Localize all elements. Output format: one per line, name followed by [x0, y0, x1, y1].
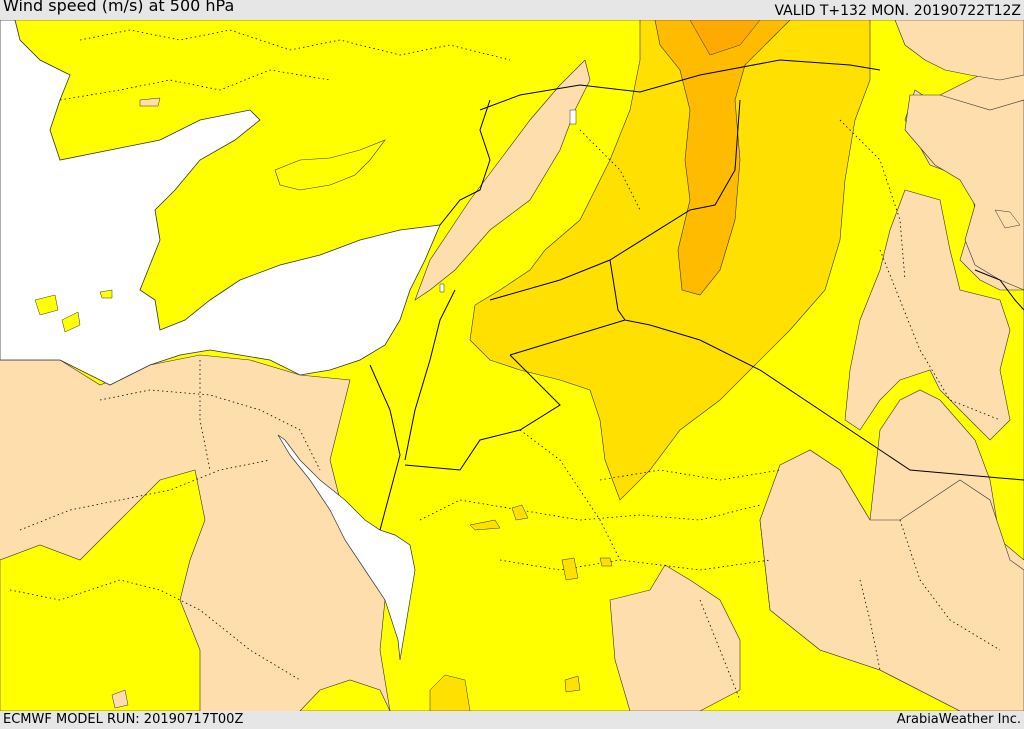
- cyprus: [274, 139, 386, 191]
- wind-patch-sw: [0, 469, 206, 711]
- header-bar: Wind speed (m/s) at 500 hPa VALID T+132 …: [0, 0, 1024, 20]
- calm-zone-east: [904, 94, 1024, 291]
- small-wind-patches: [429, 504, 613, 711]
- wind-patch-sw-2: [299, 679, 391, 711]
- valid-time: VALID T+132 MON. 20190722T12Z: [774, 3, 1021, 19]
- calm-zone-east-2: [844, 189, 1011, 441]
- credit: ArabiaWeather Inc.: [896, 712, 1021, 727]
- wind-speed-map: [0, 20, 1024, 711]
- calm-zone-levant: [414, 59, 591, 301]
- calm-zone-south: [759, 449, 1024, 711]
- yellow-islands: [34, 289, 113, 333]
- footer-bar: ECMWF MODEL RUN: 20190717T00Z ArabiaWeat…: [0, 711, 1024, 729]
- calm-zone-south-2: [609, 564, 741, 711]
- caspian-edge: [894, 20, 1024, 81]
- small-calm-patches: [111, 97, 1021, 709]
- red-sea: [277, 434, 416, 661]
- wind-band-orange: [654, 20, 791, 296]
- admin-boundaries: [9, 29, 1001, 701]
- small-lakes: [439, 109, 577, 293]
- model-run: ECMWF MODEL RUN: 20190717T00Z: [3, 712, 244, 727]
- country-borders: [369, 59, 1024, 531]
- wind-band-orange-yellow: [469, 20, 871, 501]
- map-title: Wind speed (m/s) at 500 hPa: [3, 0, 235, 15]
- wind-band-orange-core: [689, 20, 761, 56]
